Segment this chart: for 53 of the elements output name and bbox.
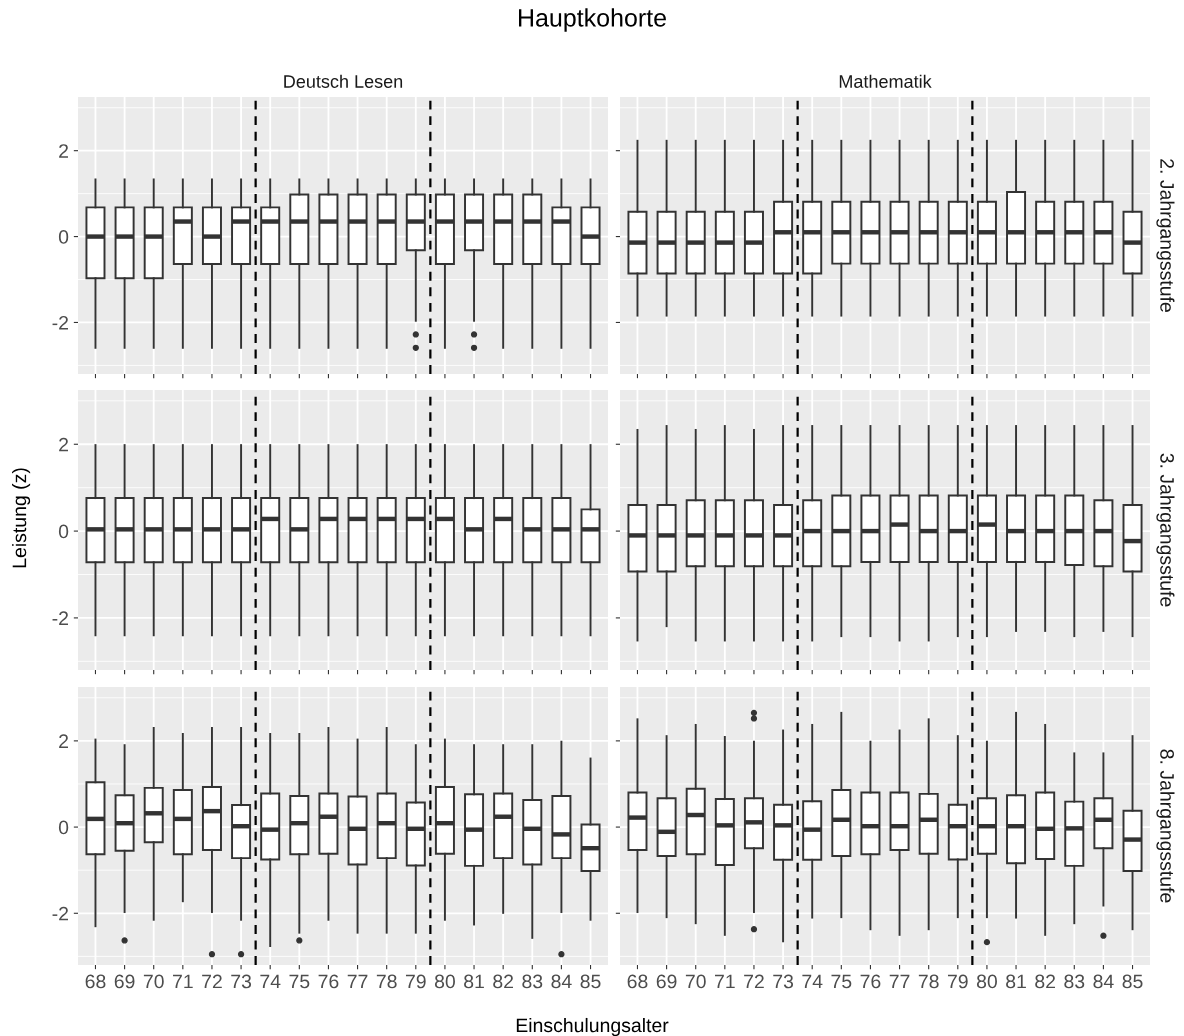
- y2-axis-title: 3. Jahrgangsstufe: [1156, 453, 1175, 607]
- y-tick-label: 0: [58, 230, 69, 244]
- x-tick-label: 69: [656, 974, 677, 989]
- x-tick-label: 69: [114, 974, 135, 989]
- x-tick-label: 74: [260, 974, 281, 989]
- x-tick-label: 84: [551, 974, 572, 989]
- x-tick-label: 82: [493, 974, 513, 989]
- x-tick-label: 84: [1093, 974, 1114, 989]
- x-tick-label: 71: [173, 974, 193, 989]
- x-tick-label: 82: [1035, 974, 1055, 989]
- y-tick-label: 0: [58, 524, 69, 539]
- x-tick-label: 68: [85, 974, 106, 989]
- x-tick-label: 76: [860, 974, 881, 989]
- x-tick-label: 83: [522, 974, 543, 989]
- x-tick-label: 72: [202, 974, 222, 989]
- x-tick-label: 80: [434, 974, 455, 989]
- y-tick-label: -2: [52, 315, 68, 330]
- x-tick-label: 80: [976, 974, 997, 989]
- x-tick-label: 70: [685, 974, 706, 989]
- y-tick-label: 2: [59, 437, 68, 452]
- y-tick-label: -2: [52, 906, 68, 921]
- x-tick-label: 76: [318, 974, 339, 989]
- y-axis-title: Leistung (z): [12, 468, 31, 568]
- text: Hauptkohorte: [519, 8, 666, 32]
- x-tick-label: 70: [143, 974, 164, 989]
- x-tick-label: 74: [802, 974, 823, 989]
- y-tick-label: 2: [59, 144, 68, 158]
- x-tick-label: 75: [831, 974, 852, 989]
- y-tick-label: 0: [58, 820, 69, 835]
- chart-title: Mathematik: [839, 74, 932, 88]
- x-tick-label: 78: [918, 974, 939, 989]
- chart-title: Deutsch Lesen: [284, 74, 403, 88]
- x-tick-label: 79: [947, 974, 968, 989]
- x-tick-label: 77: [889, 974, 910, 989]
- x-tick-label: 81: [1006, 974, 1026, 989]
- y-tick-label: -2: [52, 611, 68, 625]
- x-tick-label: 85: [580, 974, 601, 989]
- x-tick-label: 83: [1064, 974, 1085, 989]
- x-tick-label: 75: [289, 974, 310, 989]
- x-tick-label: 73: [231, 974, 252, 989]
- x-tick-label: 73: [773, 974, 794, 989]
- x-tick-label: 72: [744, 974, 764, 989]
- x-tick-label: 79: [405, 974, 426, 989]
- x-tick-label: 68: [627, 974, 648, 989]
- x-tick-label: 85: [1122, 974, 1143, 989]
- x-tick-label: 81: [464, 974, 484, 989]
- y2-axis-title: 2. Jahrgangsstufe: [1156, 159, 1175, 312]
- x-axis-title: Einschulungsalter: [516, 1017, 669, 1036]
- y2-axis-title: 8. Jahrgangsstufe: [1156, 749, 1175, 903]
- x-tick-label: 78: [376, 974, 397, 989]
- y-tick-label: 2: [59, 734, 68, 748]
- x-tick-label: 77: [347, 974, 368, 989]
- x-tick-label: 71: [715, 974, 735, 989]
